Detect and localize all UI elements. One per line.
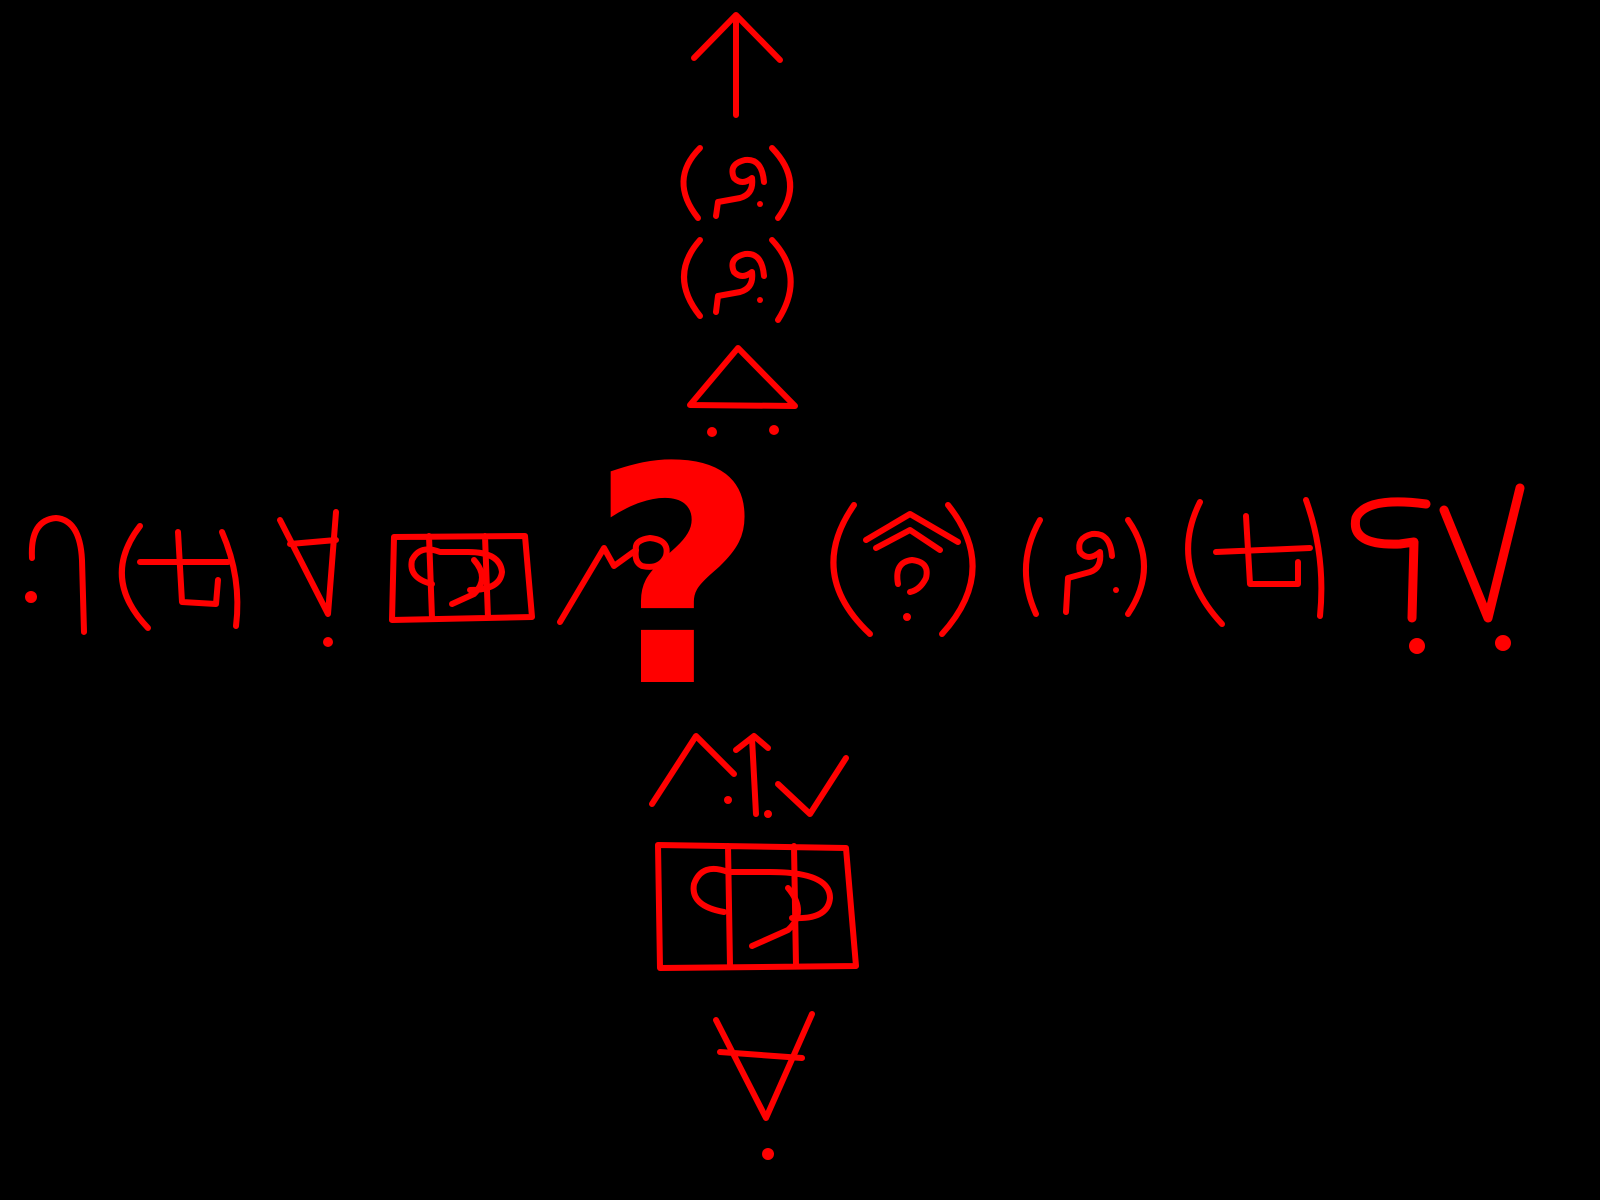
top-arrow-icon	[694, 15, 780, 115]
right-glyph-paren-roof-q	[833, 505, 972, 634]
left-glyph-paren-box	[122, 526, 238, 628]
left-glyph-box-cp	[392, 536, 532, 620]
left-glyph-a-dot	[280, 512, 336, 647]
top-glyph-paren-9-b	[684, 240, 791, 320]
bottom-glyph-a-dot	[716, 1014, 812, 1160]
right-glyph-paren-box	[1188, 500, 1321, 624]
center-question-mark: ?	[590, 404, 764, 753]
center-question-glyph: ?	[590, 404, 764, 753]
right-glyph-q-v-dots	[1355, 488, 1520, 654]
top-glyph-paren-9-a	[683, 148, 790, 218]
right-glyph-paren-9	[1026, 520, 1144, 614]
bottom-glyph-box-cp	[658, 845, 856, 968]
left-glyph-hook-dot	[25, 518, 84, 632]
